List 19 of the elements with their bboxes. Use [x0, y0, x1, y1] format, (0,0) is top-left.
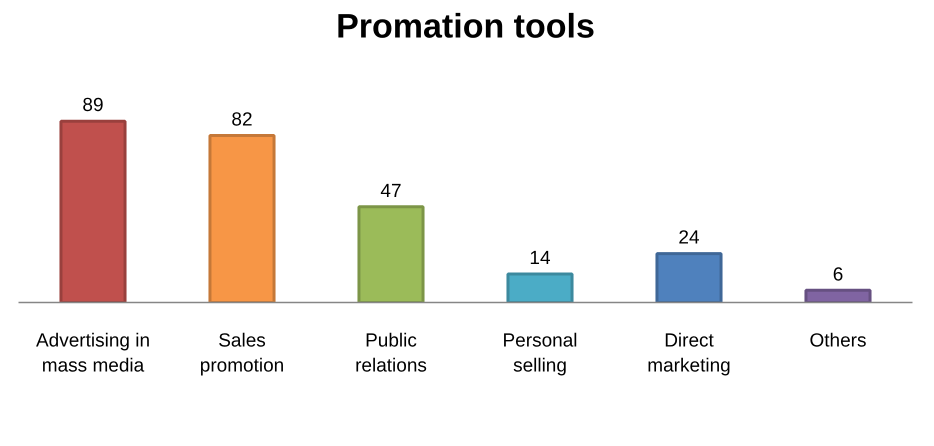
data-label: 82 — [231, 109, 253, 130]
x-tick-label: Sales promotion — [200, 330, 284, 377]
data-label: 6 — [832, 264, 844, 286]
x-tick-label: Advertising in mass media — [36, 330, 150, 377]
x-tick-label: Public relations — [355, 330, 427, 377]
bar — [208, 134, 276, 302]
data-label: 14 — [529, 248, 551, 269]
bar — [59, 120, 127, 302]
x-tick-label: Direct marketing — [647, 330, 731, 377]
bar — [506, 272, 574, 302]
x-tick-label: Others — [809, 330, 867, 352]
chart-title: Promation tools — [336, 8, 595, 46]
x-tick-label: Personal selling — [502, 330, 578, 377]
data-label: 89 — [82, 95, 104, 116]
data-label: 24 — [678, 228, 700, 249]
bar — [804, 288, 872, 302]
data-label: 47 — [380, 180, 402, 202]
bar — [655, 252, 723, 302]
bar — [357, 205, 425, 302]
